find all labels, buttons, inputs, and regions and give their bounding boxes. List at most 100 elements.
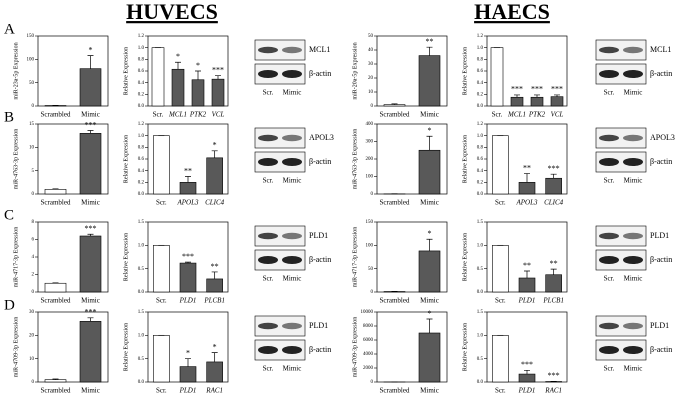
blot-box (254, 225, 306, 247)
y-axis-label: Relative Expression (462, 135, 468, 183)
lane-label: Scr. (263, 365, 274, 373)
y-tick-label: 0.2 (477, 180, 484, 185)
x-tick-label: Scr. (153, 111, 164, 119)
significance: *** (521, 360, 533, 369)
y-tick-label: 0.0 (477, 104, 484, 109)
error-bar (426, 135, 433, 151)
y-tick-label: 0.0 (477, 192, 484, 197)
blot-band (599, 158, 619, 166)
blot-label: β-actin (309, 69, 331, 78)
blot-label: MCL1 (309, 45, 330, 54)
significance: * (428, 126, 432, 135)
y-tick-label: 10 (29, 145, 35, 150)
blot-label: β-actin (650, 255, 672, 264)
y-tick-label: 1.0 (477, 243, 484, 248)
blot-band (258, 256, 278, 264)
y-axis-label: miR-4709-3p Expression (13, 317, 19, 378)
bar (492, 245, 509, 293)
x-tick-label: Scrambled (380, 297, 410, 305)
blot-label: MCL1 (650, 45, 671, 54)
x-tick-label: MCL1 (168, 111, 187, 119)
blot-band (282, 322, 302, 330)
y-axis-label: miR-23a-5p Expression (13, 42, 19, 99)
y-tick-label: 200 (366, 157, 374, 162)
plot-frame (376, 311, 448, 383)
y-tick-label: 1.0 (138, 46, 145, 51)
x-tick-label: Scr. (495, 199, 506, 207)
blot-band (282, 232, 302, 240)
error-bar (426, 46, 433, 56)
y-tick-label: 0 (371, 380, 374, 385)
bar (518, 182, 536, 195)
y-axis-label: Relative Expression (462, 47, 468, 95)
bar (191, 79, 205, 107)
bar (530, 96, 544, 107)
error-bar (87, 130, 94, 134)
bar (79, 68, 102, 107)
y-tick-label: 0.8 (138, 145, 145, 150)
significance: ** (523, 163, 531, 172)
error-bar (524, 173, 530, 183)
error-bar (185, 358, 191, 367)
x-tick-label: Mimic (81, 199, 100, 207)
y-tick-label: 6 (32, 238, 35, 243)
y-tick-label: 1.5 (138, 310, 145, 315)
plot-frame (37, 123, 109, 195)
bar (44, 189, 67, 195)
y-tick-label: 0 (371, 192, 374, 197)
y-tick-label: 1.2 (477, 122, 484, 127)
bar (79, 235, 102, 293)
bar (545, 274, 562, 293)
y-tick-label: 1.0 (477, 333, 484, 338)
bar (211, 78, 225, 107)
blot-band (282, 256, 302, 264)
lane-label: Scr. (263, 177, 274, 185)
blot-label: PLD1 (650, 231, 669, 240)
y-tick-label: 0.4 (477, 169, 484, 174)
significance: * (213, 141, 217, 150)
significance: *** (551, 85, 563, 94)
x-tick-label: PLCB1 (542, 297, 564, 305)
blot-box (254, 315, 306, 337)
y-tick-label: 10000 (361, 310, 374, 315)
x-tick-label: CLIC4 (544, 199, 564, 207)
lane-label: Scr. (604, 177, 615, 185)
significance: ** (550, 259, 558, 268)
y-tick-label: 0.5 (477, 357, 484, 362)
significance: *** (212, 65, 224, 74)
blot-band (282, 134, 302, 142)
y-tick-label: 150 (366, 220, 374, 225)
bar (79, 133, 102, 195)
x-tick-label: Scr. (156, 387, 167, 395)
error-bar (426, 318, 433, 333)
significance: *** (511, 85, 523, 94)
error-bar (195, 70, 201, 80)
blot-band (623, 46, 643, 54)
y-tick-label: 0.8 (138, 57, 145, 62)
blot-band (599, 70, 619, 78)
blot-band (258, 158, 278, 166)
blot-band (258, 134, 278, 142)
x-tick-label: PLD1 (518, 297, 536, 305)
y-tick-label: 0.5 (477, 267, 484, 272)
y-tick-label: 0.0 (138, 104, 145, 109)
y-tick-label: 8000 (363, 324, 374, 329)
blot-box (254, 151, 306, 173)
x-tick-label: Mimic (420, 387, 439, 395)
blot-box (595, 151, 647, 173)
error-bar (554, 94, 560, 97)
bar (383, 104, 406, 107)
blot-box (595, 225, 647, 247)
y-tick-label: 1.2 (138, 122, 145, 127)
y-tick-label: 100 (366, 243, 374, 248)
header: HAECS (474, 0, 550, 24)
bar (153, 335, 170, 383)
x-tick-label: Scrambled (41, 387, 71, 395)
y-tick-label: 0 (32, 104, 35, 109)
blot-band (623, 232, 643, 240)
lane-label: Mimic (283, 89, 302, 97)
blot-band (599, 322, 619, 330)
bar (545, 177, 562, 195)
y-tick-label: 0.5 (138, 267, 145, 272)
